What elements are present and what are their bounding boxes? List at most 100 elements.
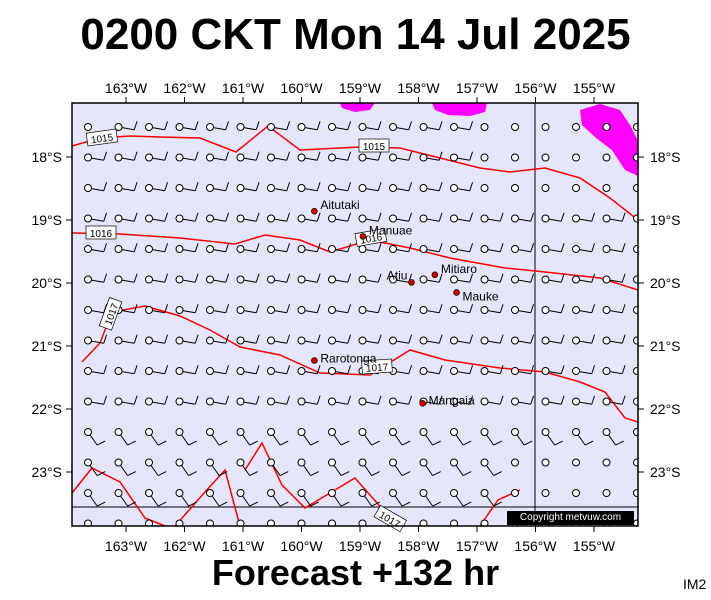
wind-barb [267, 489, 289, 507]
place-dot [311, 207, 318, 215]
wind-barb [480, 395, 504, 406]
wind-barb [633, 184, 638, 192]
wind-barb [145, 334, 169, 345]
wind-barb [572, 243, 596, 253]
wind-barb [328, 121, 352, 131]
wind-barb [297, 212, 321, 223]
wind-barb [450, 273, 474, 284]
wind-barb [572, 489, 580, 497]
wind-barb [328, 428, 350, 446]
place-mitiaro: Mitiaro [431, 262, 477, 279]
place-markers: Aitutaki Manuae Mitiaro Atiu Mauke Rarotonga M… [311, 198, 499, 407]
wind-barb [236, 151, 260, 162]
wind-barb [297, 489, 319, 507]
wind-barb [114, 273, 138, 284]
wind-barb [236, 182, 260, 192]
wind-barb [450, 151, 474, 162]
wind-barb [206, 365, 230, 375]
wind-barb [572, 184, 580, 192]
wind-barb [633, 123, 638, 131]
wind-barb [358, 273, 382, 284]
isobar-line [81, 305, 638, 423]
wind-barb [267, 121, 291, 131]
place-dot [408, 279, 415, 286]
wind-barb [511, 212, 535, 223]
wind-barb [541, 458, 550, 467]
wind-barb [602, 153, 611, 162]
wind-barb [114, 458, 136, 477]
wind-barb [267, 428, 289, 446]
wind-barb [328, 212, 352, 223]
lat-label-left: 18°S [31, 149, 62, 165]
wind-barb [84, 365, 108, 375]
place-rarotonga: Rarotonga [311, 351, 377, 365]
wind-barb [236, 519, 245, 526]
wind-barb [450, 365, 474, 375]
wind-barb [175, 243, 199, 253]
wind-barb [175, 273, 199, 284]
wind-barb [297, 121, 321, 131]
wind-barb [419, 243, 443, 253]
wind-barb [267, 458, 289, 477]
wind-barb [419, 365, 443, 375]
wind-barb [328, 395, 352, 406]
wind-barb [236, 212, 260, 223]
wind-barb [419, 489, 441, 507]
wind-barb [358, 458, 380, 477]
lon-label-top: 163°W [105, 80, 148, 96]
place-mangaia: Mangaia [419, 393, 475, 407]
wind-barb [480, 519, 489, 526]
lat-label-left: 20°S [31, 275, 62, 291]
lat-label-left: 23°S [31, 464, 62, 480]
place-label: Atiu [387, 268, 408, 282]
wind-barb [450, 458, 472, 477]
wind-barb [175, 428, 197, 446]
wind-barb [511, 395, 535, 406]
lon-label-top: 157°W [456, 80, 499, 96]
wind-barb [297, 304, 321, 314]
lon-label-top: 159°W [339, 80, 382, 96]
lon-label-bottom: 159°W [339, 538, 382, 554]
wind-barb [389, 243, 413, 253]
wind-barb [389, 489, 411, 507]
wind-barb [450, 212, 474, 223]
wind-barb [145, 489, 167, 507]
wind-barb [450, 243, 474, 253]
wind-barb [175, 182, 199, 192]
wind-barb [541, 395, 565, 406]
isobar-line [174, 468, 241, 526]
wind-barb [541, 212, 565, 223]
wind-barb [389, 212, 413, 223]
wind-barb [419, 458, 441, 477]
wind-barb [328, 489, 350, 507]
wind-barb [114, 151, 138, 162]
wind-barb [511, 365, 535, 375]
wind-barb [236, 458, 258, 477]
wind-barb [419, 182, 443, 192]
wind-barb [633, 153, 638, 162]
wind-barb [175, 121, 199, 131]
wind-barb [358, 212, 382, 223]
lon-label-bottom: 161°W [222, 538, 265, 554]
wind-barb [602, 184, 611, 192]
wind-barb [328, 151, 352, 162]
place-label: Aitutaki [320, 198, 359, 212]
wind-barb [114, 212, 138, 223]
wind-barb [358, 121, 382, 131]
wind-barb [602, 304, 626, 314]
wind-barb [267, 334, 291, 345]
wind-barb [480, 489, 502, 507]
wind-barb [175, 458, 197, 477]
wind-barb [389, 458, 411, 477]
chart-title: 0200 CKT Mon 14 Jul 2025 [80, 10, 631, 59]
wind-barb [480, 428, 502, 446]
wind-barb [450, 519, 458, 526]
lat-label-right: 23°S [650, 464, 681, 480]
wind-barb [236, 304, 260, 314]
wind-barb [114, 182, 138, 192]
wind-barb [84, 334, 108, 345]
wind-barb [236, 243, 260, 253]
wind-barb [206, 151, 230, 162]
wind-barb [267, 365, 291, 375]
place-dot [431, 271, 439, 279]
